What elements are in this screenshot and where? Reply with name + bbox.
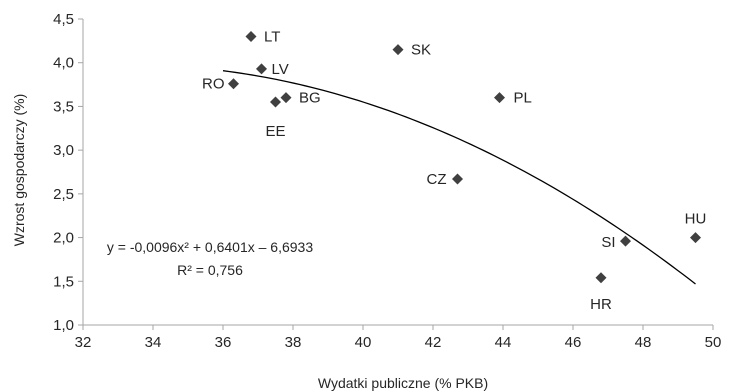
axes xyxy=(82,19,713,326)
data-point-hr xyxy=(595,272,607,284)
data-point-si xyxy=(620,235,631,247)
x-tick-label: 42 xyxy=(425,334,442,351)
point-label-sk: SK xyxy=(411,42,431,59)
y-tick-label: 4,5 xyxy=(53,11,74,28)
data-points xyxy=(228,30,701,284)
x-axis-ticks: 32 34 36 38 40 42 44 46 48 50 xyxy=(75,325,722,351)
y-tick-label: 3,0 xyxy=(53,142,74,159)
x-tick-label: 38 xyxy=(285,334,302,351)
point-label-hu: HU xyxy=(685,211,707,228)
trendline xyxy=(222,70,696,285)
data-point-pl xyxy=(494,92,505,104)
data-point-lt xyxy=(245,30,257,42)
x-tick-label: 50 xyxy=(705,334,722,351)
point-label-ee: EE xyxy=(265,123,285,140)
data-point-lv xyxy=(256,63,267,75)
data-point-ro xyxy=(228,78,239,90)
point-label-hr: HR xyxy=(590,296,612,313)
x-axis-title: Wydatki publiczne (% PKB) xyxy=(318,375,488,391)
data-point-sk xyxy=(392,44,404,56)
x-tick-label: 48 xyxy=(635,334,652,351)
x-tick-label: 32 xyxy=(75,334,92,351)
point-label-si: SI xyxy=(601,234,615,251)
y-tick-label: 2,5 xyxy=(53,186,74,203)
data-point-ee xyxy=(270,96,281,108)
data-point-cz xyxy=(452,173,463,185)
point-label-ro: RO xyxy=(202,76,225,93)
y-tick-label: 2,0 xyxy=(53,230,74,247)
x-tick-label: 36 xyxy=(215,334,232,351)
y-axis-title: Wzrost gospodarczy (%) xyxy=(11,94,27,246)
y-tick-label: 3,5 xyxy=(53,98,74,115)
y-axis-ticks: 1,0 1,5 2,0 2,5 3,0 3,5 4,0 4,5 xyxy=(53,11,83,334)
data-point-hu xyxy=(690,232,701,244)
point-label-pl: PL xyxy=(514,90,532,107)
y-tick-label: 1,0 xyxy=(53,317,74,334)
point-label-bg: BG xyxy=(299,90,321,107)
point-label-lv: LV xyxy=(272,61,289,78)
trendline-r-squared: R² = 0,756 xyxy=(177,262,243,278)
x-tick-label: 40 xyxy=(355,334,372,351)
x-tick-label: 44 xyxy=(495,334,512,351)
trendline-equation: y = -0,0096x² + 0,6401x – 6,6933 xyxy=(107,239,313,255)
x-tick-label: 46 xyxy=(565,334,582,351)
y-tick-label: 4,0 xyxy=(53,55,74,72)
x-tick-label: 34 xyxy=(145,334,162,351)
point-label-cz: CZ xyxy=(427,171,447,188)
point-label-lt: LT xyxy=(264,28,280,45)
y-tick-label: 1,5 xyxy=(53,273,74,290)
data-point-bg xyxy=(280,92,292,104)
data-point-labels: LT LV RO EE BG SK PL CZ SI HU HR xyxy=(202,28,706,312)
